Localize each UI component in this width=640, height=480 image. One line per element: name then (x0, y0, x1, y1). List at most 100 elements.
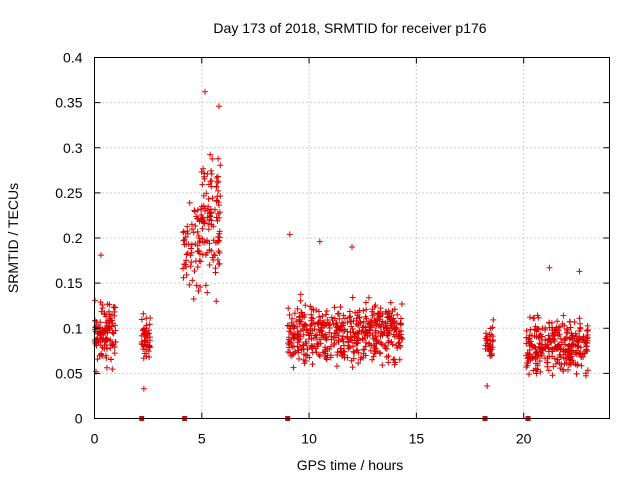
data-point (312, 332, 319, 339)
data-point (286, 328, 293, 335)
data-point (381, 330, 388, 337)
data-point (344, 354, 351, 361)
data-point (307, 303, 314, 310)
data-point (533, 349, 540, 356)
data-point (347, 318, 354, 325)
data-point (213, 197, 220, 204)
data-point (195, 232, 202, 239)
data-point (396, 356, 403, 363)
data-point (216, 228, 223, 235)
data-point (360, 323, 367, 330)
data-point (539, 337, 546, 344)
data-point (205, 195, 212, 202)
data-point (526, 338, 533, 345)
data-point (99, 337, 106, 344)
data-point (109, 329, 116, 336)
data-point (215, 187, 222, 194)
data-point (326, 329, 333, 336)
data-point (377, 333, 384, 340)
data-point (188, 221, 195, 228)
data-point (556, 331, 563, 338)
data-point (214, 256, 221, 263)
data-point (110, 330, 117, 337)
data-point (397, 320, 404, 327)
data-point (112, 327, 119, 334)
data-point (334, 322, 341, 329)
data-point (555, 332, 562, 339)
data-point (554, 318, 561, 325)
data-point (140, 346, 147, 353)
data-point (187, 252, 194, 259)
data-point (360, 354, 367, 361)
data-point (346, 344, 353, 351)
data-point (316, 336, 323, 343)
data-point (379, 318, 386, 325)
data-point (309, 361, 316, 368)
data-point (214, 217, 221, 224)
data-point (302, 352, 309, 359)
data-point (530, 315, 537, 322)
data-point (300, 331, 307, 338)
data-point (328, 314, 335, 321)
data-point (215, 202, 222, 209)
data-point (367, 320, 374, 327)
data-point (288, 352, 295, 359)
data-point (200, 165, 207, 172)
data-point (341, 342, 348, 349)
data-point (487, 325, 494, 332)
data-point (393, 320, 400, 327)
data-point (393, 342, 400, 349)
data-point (536, 340, 543, 347)
data-point (382, 322, 389, 329)
data-point (566, 353, 573, 360)
data-point (299, 313, 306, 320)
data-point (201, 217, 208, 224)
data-point (302, 302, 309, 309)
data-point (99, 304, 106, 311)
data-point (349, 244, 355, 251)
data-point (374, 310, 381, 317)
data-point (526, 314, 533, 321)
data-point (207, 213, 214, 220)
data-point (490, 316, 497, 323)
data-point (562, 355, 569, 362)
data-point (322, 350, 329, 357)
data-point (184, 227, 191, 234)
data-point (327, 352, 334, 359)
data-point (370, 342, 377, 349)
data-point (106, 317, 113, 324)
data-point (348, 323, 355, 330)
data-point (299, 342, 306, 349)
data-point (300, 345, 307, 352)
data-point (390, 320, 397, 327)
data-point (581, 337, 588, 344)
data-point (573, 351, 580, 358)
data-point (289, 315, 296, 322)
data-point (185, 241, 192, 248)
data-point (526, 332, 533, 339)
data-point (180, 265, 187, 272)
data-point (94, 356, 101, 363)
data-point (147, 315, 154, 322)
data-point (98, 308, 105, 315)
data-point (384, 313, 391, 320)
data-point (359, 336, 366, 343)
data-point (214, 173, 221, 180)
data-point (549, 353, 556, 360)
data-point (210, 223, 217, 230)
data-point (204, 238, 211, 245)
data-point (534, 362, 541, 369)
data-point (316, 328, 323, 335)
data-point (314, 341, 321, 348)
data-point (199, 225, 206, 232)
data-point (196, 250, 203, 257)
data-point (196, 239, 203, 246)
data-point (322, 311, 329, 318)
data-point (347, 336, 354, 343)
data-point (391, 356, 398, 363)
data-point (108, 311, 115, 318)
data-point (97, 299, 104, 306)
data-point (360, 318, 367, 325)
data-point (374, 317, 381, 324)
